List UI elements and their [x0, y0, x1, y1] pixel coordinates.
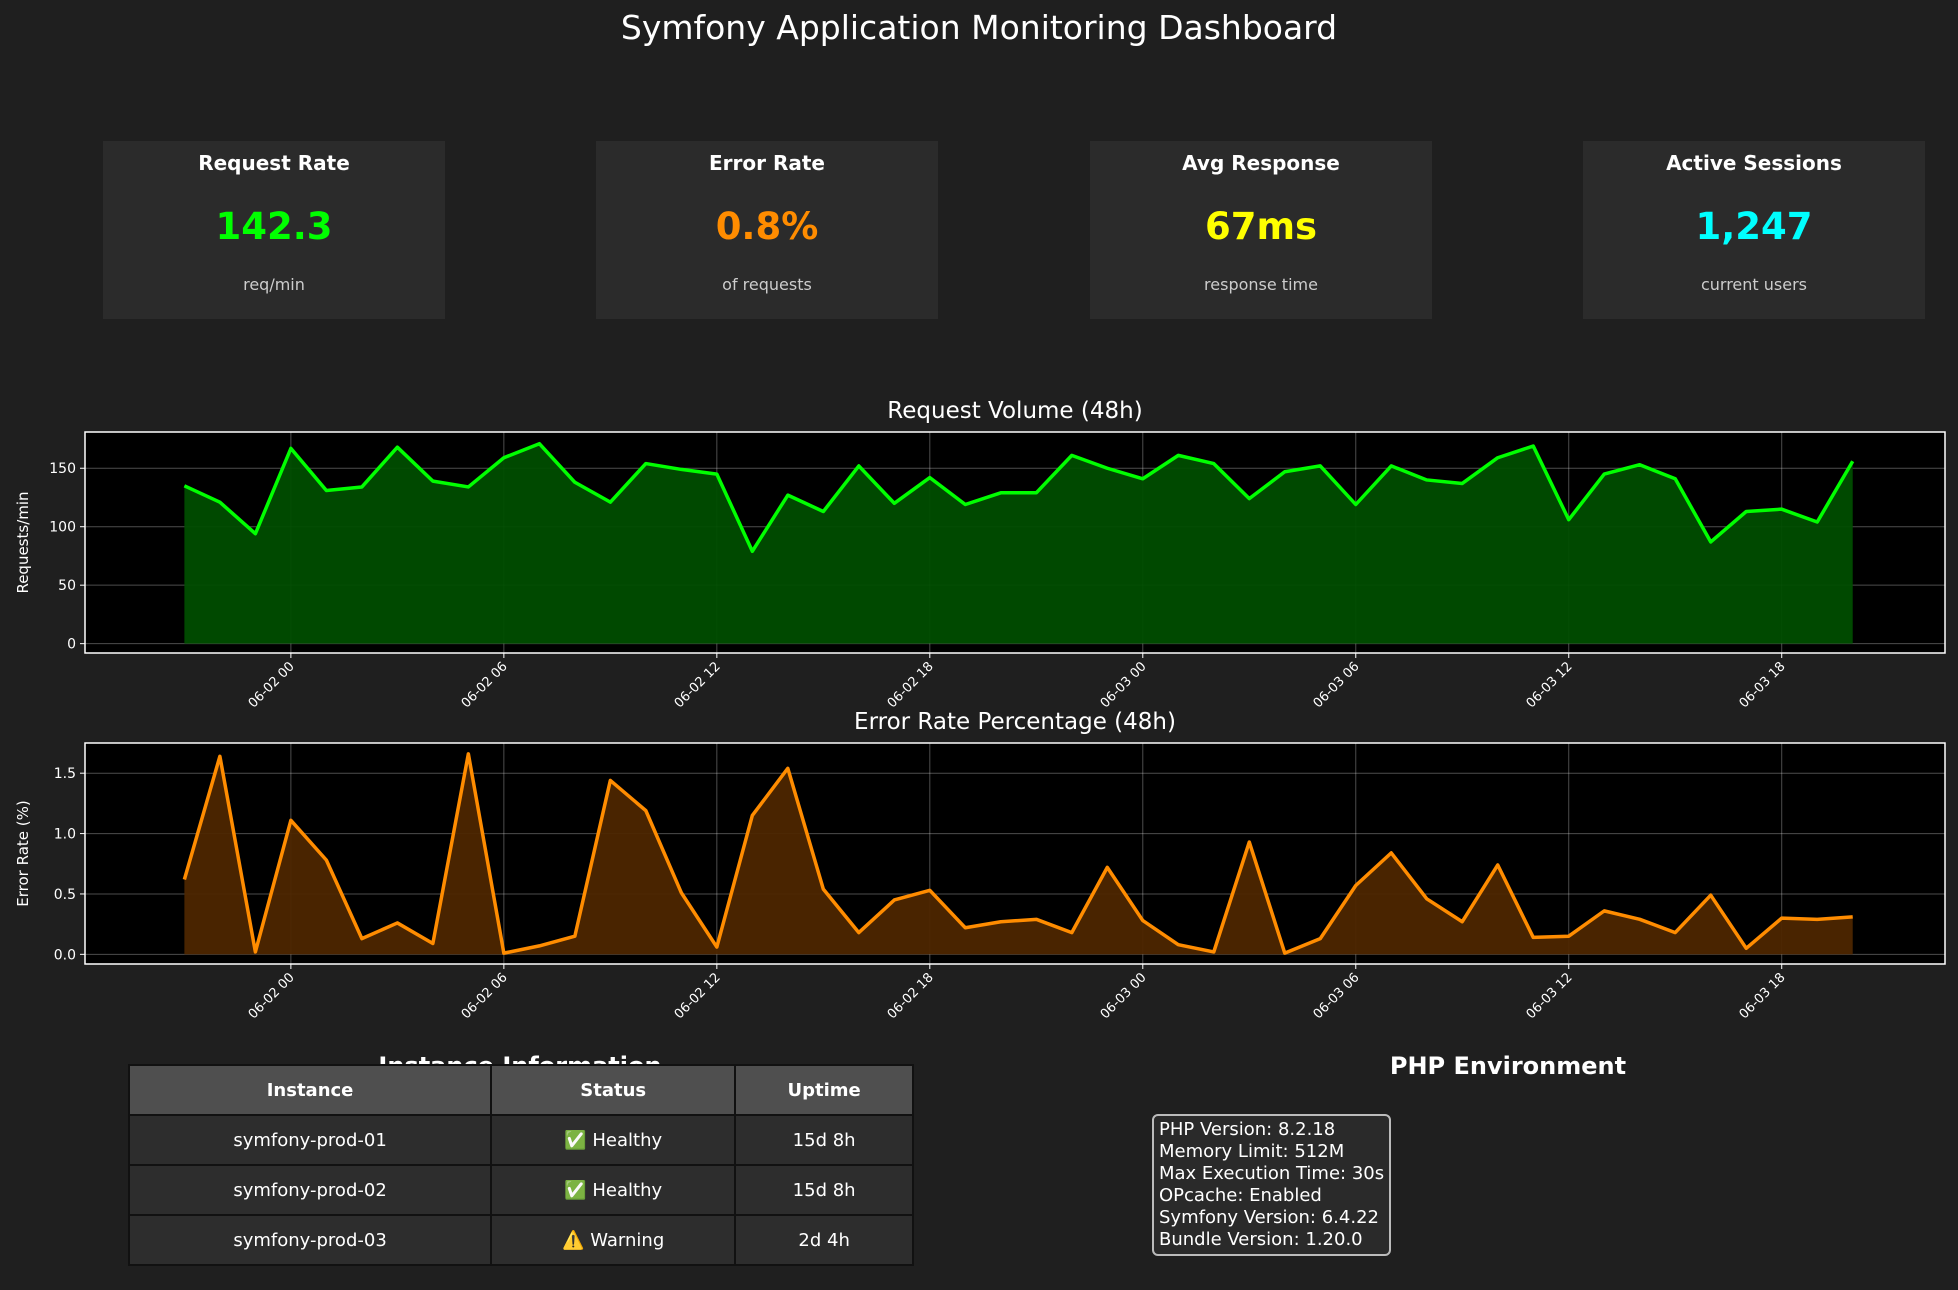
charts-area: 0 50 100 150 06-02 00 06-02 06 06-02 12 06-02 1… — [14, 398, 1946, 1022]
instance-cell: symfony-prod-01 — [127, 1114, 493, 1166]
y-tick-label: 0 — [67, 637, 76, 653]
env-line: Bundle Version: 1.20.0 — [1159, 1229, 1363, 1250]
env-line: PHP Version: 8.2.18 — [1159, 1119, 1336, 1140]
card-unit: current users — [1700, 275, 1808, 294]
x-tick-label: 06-02 12 — [672, 970, 724, 1022]
table-row: symfony-prod-03 ⚠️ Warning 2d 4h — [127, 1214, 914, 1266]
y-axis-label: Requests/min — [14, 491, 32, 593]
series-area — [184, 753, 1853, 955]
x-tick-label: 06-02 06 — [459, 659, 511, 711]
card-label: Request Rate — [198, 151, 350, 175]
metric-card-request-rate: Request Rate 142.3 req/min — [103, 141, 445, 319]
php-env-box: PHP Version: 8.2.18 Memory Limit: 512M M… — [1152, 1114, 1392, 1256]
instance-cell: symfony-prod-02 — [127, 1164, 493, 1216]
env-line: Memory Limit: 512M — [1159, 1141, 1345, 1162]
x-tick-label: 06-02 18 — [885, 970, 937, 1022]
table-row: symfony-prod-02 ✅ Healthy 15d 8h — [127, 1164, 914, 1216]
card-label: Active Sessions — [1666, 151, 1842, 175]
y-axis-label: Error Rate (%) — [14, 800, 32, 906]
metric-card-active-sessions: Active Sessions 1,247 current users — [1583, 141, 1925, 319]
x-tick-label: 06-02 12 — [672, 659, 724, 711]
x-tick-label: 06-03 18 — [1737, 659, 1789, 711]
column-header: Instance — [127, 1064, 493, 1116]
plot-frame — [84, 431, 1946, 654]
x-tick-label: 06-03 12 — [1524, 659, 1576, 711]
y-tick-label: 150 — [49, 461, 76, 477]
y-tick-label: 0.5 — [54, 887, 76, 903]
x-tick-label: 06-02 00 — [246, 659, 298, 711]
x-tick-label: 06-02 06 — [459, 970, 511, 1022]
instance-cell: symfony-prod-03 — [127, 1214, 493, 1266]
chart-title: Error Rate Percentage (48h) — [854, 709, 1176, 735]
card-value: 1,247 — [1695, 205, 1813, 248]
x-tick-label: 06-03 06 — [1311, 659, 1363, 711]
table-header-row: Instance Status Uptime — [127, 1064, 914, 1116]
uptime-cell: 2d 4h — [734, 1214, 914, 1266]
series-area — [184, 443, 1853, 644]
y-tick-label: 0.0 — [54, 947, 76, 963]
card-unit: of requests — [722, 275, 812, 294]
x-tick-label: 06-03 00 — [1098, 659, 1150, 711]
chart-title: Request Volume (48h) — [887, 398, 1142, 424]
x-tick-label: 06-03 06 — [1311, 970, 1363, 1022]
series-line — [183, 441, 1855, 554]
x-tick-label: 06-03 12 — [1524, 970, 1576, 1022]
card-unit: req/min — [243, 275, 305, 294]
php-env-title: PHP Environment — [1389, 1052, 1627, 1080]
x-tick-label: 06-02 00 — [246, 970, 298, 1022]
env-line: Symfony Version: 6.4.22 — [1159, 1207, 1379, 1228]
y-tick-label: 1.5 — [54, 766, 76, 782]
column-header: Status — [490, 1064, 737, 1116]
column-header: Uptime — [734, 1064, 914, 1116]
y-tick-label: 1.0 — [54, 827, 76, 843]
x-tick-label: 06-03 18 — [1737, 970, 1789, 1022]
card-value: 67ms — [1204, 205, 1318, 248]
uptime-cell: 15d 8h — [734, 1114, 914, 1166]
x-tick-label: 06-02 18 — [885, 659, 937, 711]
env-line: OPcache: Enabled — [1159, 1185, 1322, 1206]
instance-table: Instance Status Uptime symfony-prod-01 ✅… — [127, 1064, 914, 1266]
card-value: 0.8% — [715, 205, 819, 248]
y-tick-label: 100 — [49, 520, 76, 536]
page-title: Symfony Application Monitoring Dashboard — [620, 8, 1338, 47]
x-tick-label: 06-03 00 — [1098, 970, 1150, 1022]
metric-card-avg-response: Avg Response 67ms response time — [1090, 141, 1432, 319]
status-cell: ⚠️ Warning — [490, 1214, 737, 1266]
uptime-cell: 15d 8h — [734, 1164, 914, 1216]
metric-card-error-rate: Error Rate 0.8% of requests — [596, 141, 938, 319]
env-line: Max Execution Time: 30s — [1159, 1163, 1385, 1184]
card-value: 142.3 — [215, 205, 333, 248]
y-tick-label: 50 — [58, 578, 76, 594]
card-label: Avg Response — [1182, 151, 1340, 175]
series-line — [182, 752, 1853, 955]
status-cell: ✅ Healthy — [490, 1164, 737, 1216]
table-row: symfony-prod-01 ✅ Healthy 15d 8h — [127, 1114, 914, 1166]
status-cell: ✅ Healthy — [490, 1114, 737, 1166]
card-label: Error Rate — [709, 151, 825, 175]
card-unit: response time — [1204, 275, 1318, 294]
plot-frame — [84, 742, 1946, 965]
